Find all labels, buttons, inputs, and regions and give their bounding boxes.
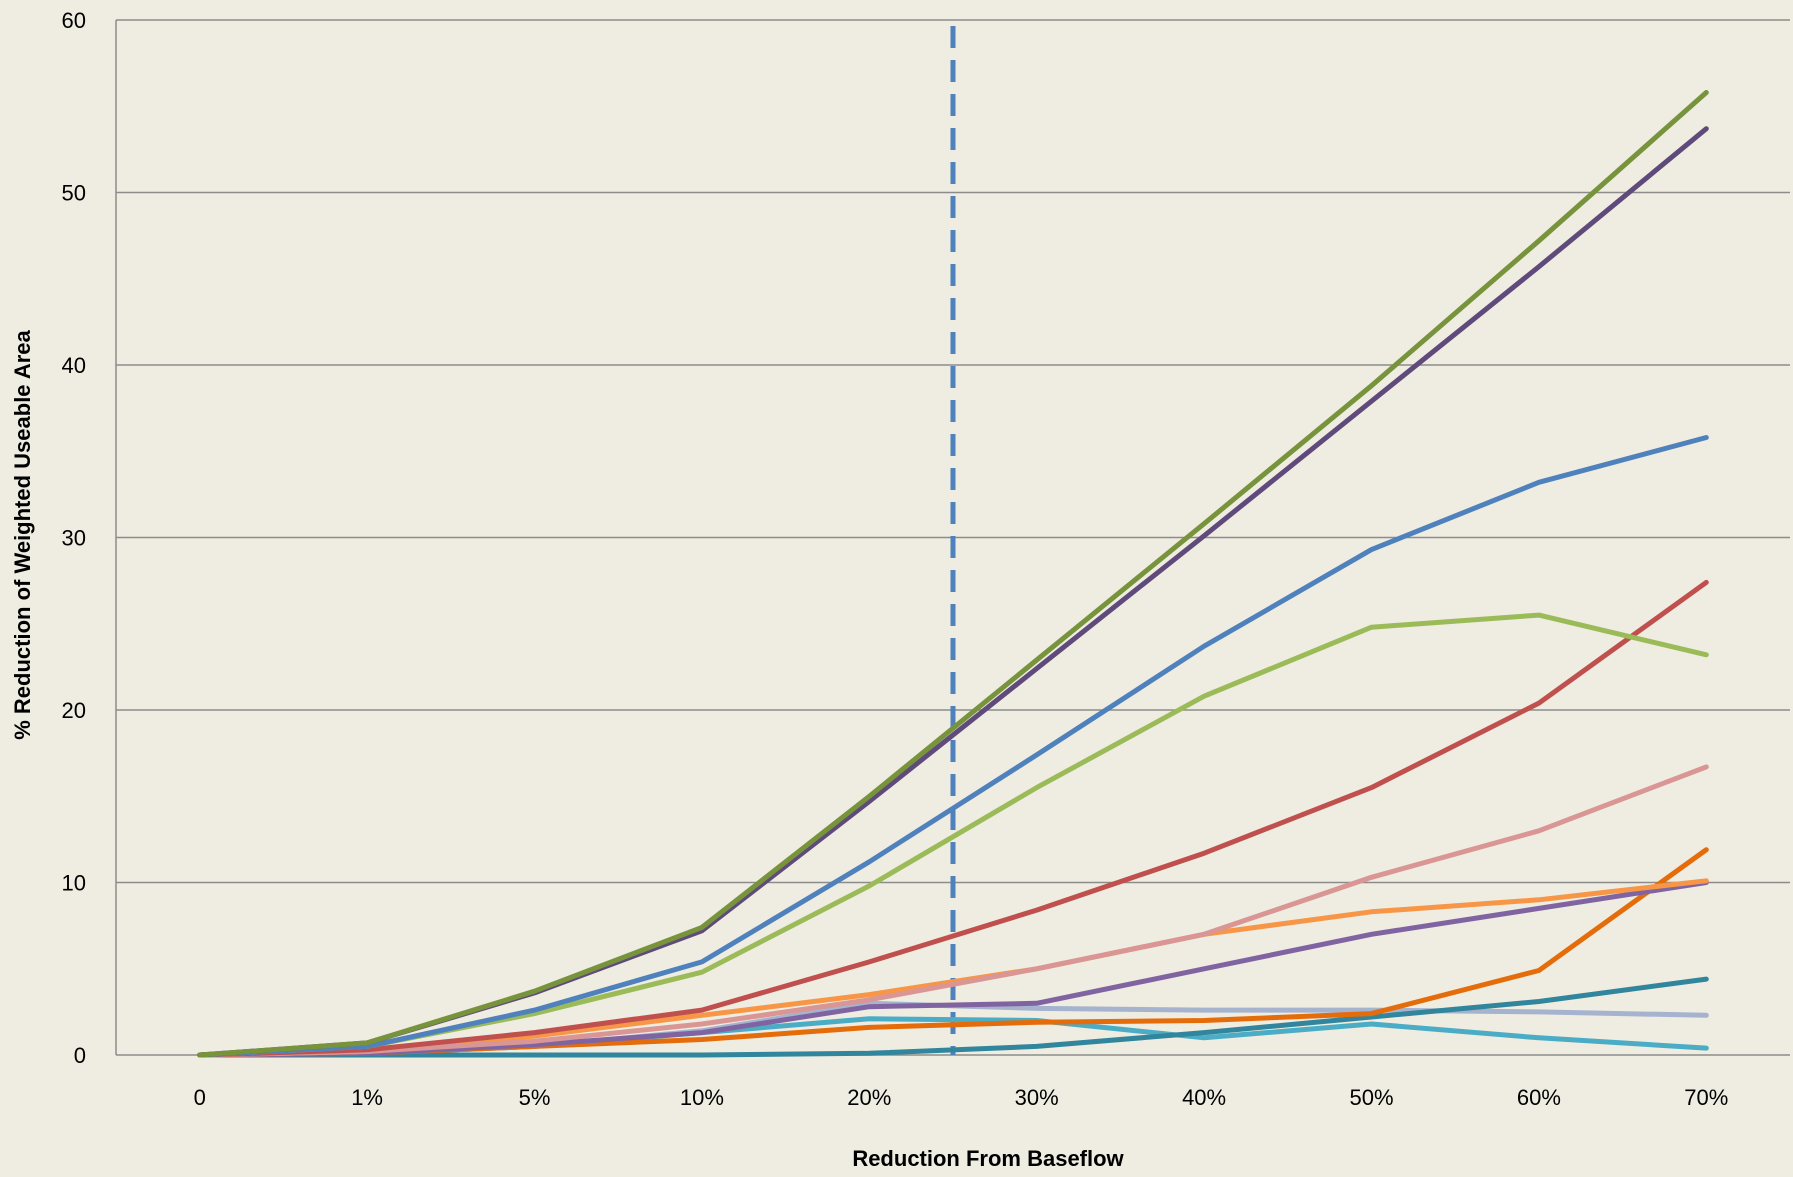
x-tick-label: 70% [1684, 1085, 1728, 1110]
x-tick-label: 40% [1182, 1085, 1226, 1110]
x-tick-label: 5% [519, 1085, 551, 1110]
x-tick-label: 20% [847, 1085, 891, 1110]
series-line-7 [197, 880, 1709, 1058]
y-tick-label: 0 [74, 1043, 86, 1068]
y-tick-label: 50 [62, 181, 86, 206]
y-tick-label: 30 [62, 526, 86, 551]
series-line-2 [197, 435, 1709, 1058]
x-tick-label: 1% [351, 1085, 383, 1110]
y-tick-label: 10 [62, 871, 86, 896]
y-tick-label: 60 [62, 8, 86, 33]
y-tick-label: 40 [62, 353, 86, 378]
series-layer [197, 90, 1709, 1058]
x-tick-label: 30% [1015, 1085, 1059, 1110]
y-tick-labels: 0 10 20 30 40 50 60 [62, 8, 86, 1068]
series-line-9 [197, 976, 1709, 1058]
x-tick-label: 10% [680, 1085, 724, 1110]
series-line-5 [197, 764, 1709, 1058]
x-axis-title: Reduction From Baseflow [852, 1146, 1124, 1171]
x-tick-label: 0 [194, 1085, 206, 1110]
series-line-6 [197, 878, 1709, 1058]
x-tick-label: 50% [1349, 1085, 1393, 1110]
y-axis-title: % Reduction of Weighted Useable Area [10, 329, 35, 739]
series-line-4 [197, 579, 1709, 1058]
series-line-0 [197, 90, 1709, 1058]
x-tick-label: 60% [1517, 1085, 1561, 1110]
x-tick-labels: 0 1% 5% 10% 20% 30% 40% 50% 60% 70% [194, 1085, 1729, 1110]
y-tick-label: 20 [62, 698, 86, 723]
